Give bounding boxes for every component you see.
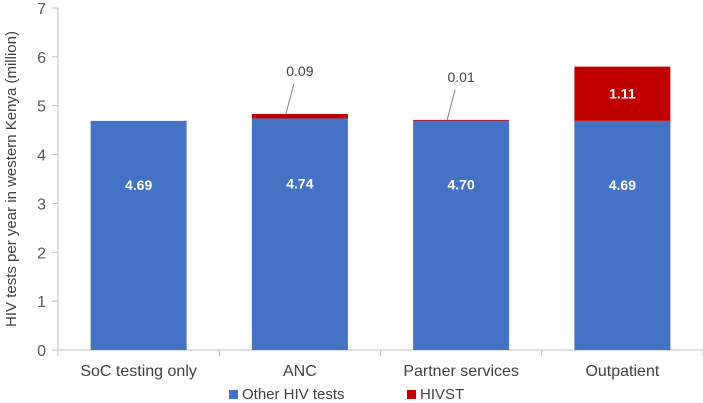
legend-label-other-hiv-tests: Other HIV tests: [242, 386, 345, 403]
y-tick-label: 1: [37, 294, 46, 311]
y-tick-label: 5: [37, 99, 46, 116]
x-tick-label-outpatient: Outpatient: [585, 363, 659, 380]
axes: 0 1 2 3 4 5 6 7 SoC testing only ANC Partner servi…: [37, 1, 703, 380]
bar-other-hiv-tests-soc-testing-only: [90, 120, 187, 350]
y-tick-label: 4: [37, 148, 46, 165]
bar-hivst-partner-services: [413, 119, 510, 121]
data-label-hivst-outpatient: 1.11: [609, 86, 636, 102]
data-labels: 4.69 4.74 0.09 4.70 0.01 4.69 1.11: [125, 63, 636, 193]
y-tick-label: 0: [37, 343, 46, 360]
bar-other-hiv-tests-partner-services: [413, 120, 510, 350]
y-axis-label: HIV tests per year in western Kenya (mil…: [3, 31, 20, 327]
legend-swatch-other-hiv-tests: [229, 390, 238, 399]
bar-hivst-anc: [251, 114, 348, 119]
data-label-other-hiv-tests-anc: 4.74: [286, 175, 313, 191]
y-tick-label: 3: [37, 196, 46, 213]
legend-label-hivst: HIVST: [420, 386, 464, 403]
data-label-other-hiv-tests-outpatient: 4.69: [609, 177, 636, 193]
legend: Other HIV tests HIVST: [229, 386, 464, 403]
data-label-other-hiv-tests-partner-services: 4.70: [448, 177, 475, 193]
data-label-hivst-anc: 0.09: [286, 63, 313, 79]
leader-line-partner-services: [446, 89, 456, 121]
y-tick-label: 7: [37, 1, 46, 18]
y-tick-label: 6: [37, 50, 46, 67]
legend-swatch-hivst: [407, 390, 416, 399]
bar-hivst-outpatient: [574, 66, 671, 121]
bar-other-hiv-tests-outpatient: [574, 120, 671, 350]
x-tick-label-partner-services: Partner services: [403, 363, 519, 380]
y-tick-label: 2: [37, 245, 46, 262]
data-label-hivst-partner-services: 0.01: [448, 69, 475, 85]
leader-line-anc: [285, 83, 295, 115]
bars: [90, 66, 671, 350]
bar-other-hiv-tests-anc: [251, 118, 348, 350]
x-tick-label-soc-testing-only: SoC testing only: [80, 363, 197, 380]
x-tick-label-anc: ANC: [283, 363, 317, 380]
data-label-other-hiv-tests-soc-testing-only: 4.69: [125, 177, 152, 193]
